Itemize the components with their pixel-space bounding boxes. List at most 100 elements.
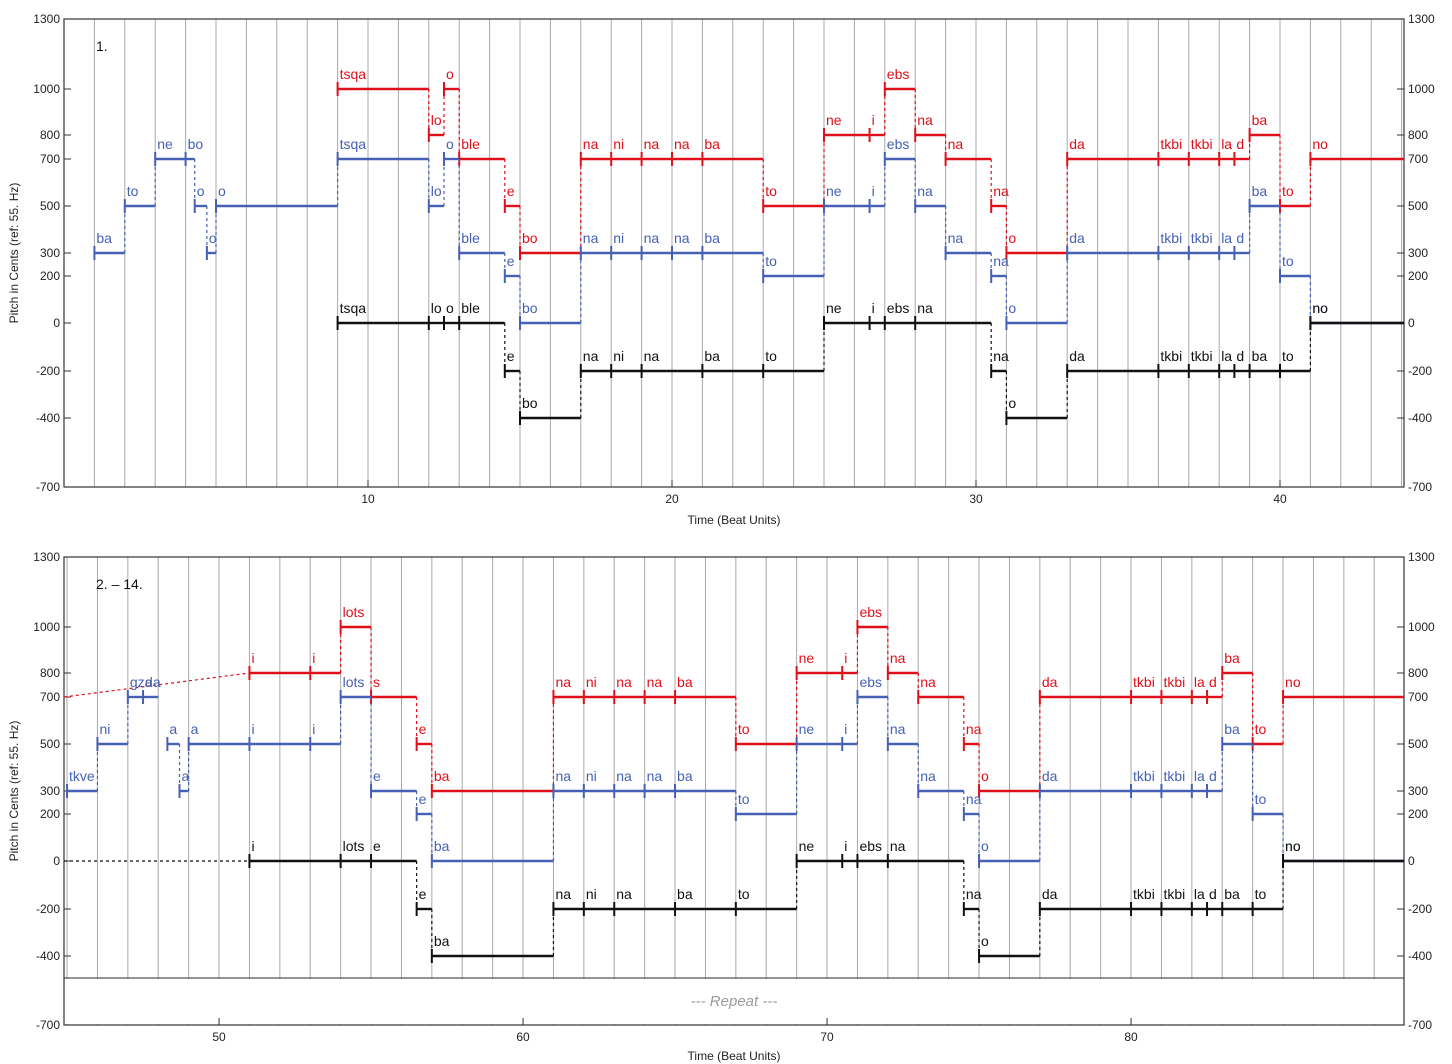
syllable-label: ba bbox=[1252, 112, 1268, 128]
y-tick-label-left: -400 bbox=[36, 949, 60, 963]
syllable-label: ba bbox=[677, 674, 693, 690]
syllable-label: ba bbox=[1224, 721, 1240, 737]
y-tick-label-right: -200 bbox=[1408, 902, 1432, 916]
y-tick-label-left: 500 bbox=[40, 737, 60, 751]
syllable-label: na bbox=[616, 768, 632, 784]
syllable-label: e bbox=[507, 253, 515, 269]
syllable-label: e bbox=[419, 721, 427, 737]
syllable-label: tkbi bbox=[1191, 230, 1213, 246]
syllable-label: d bbox=[1236, 136, 1244, 152]
syllable-label: na bbox=[583, 348, 599, 364]
chart-panel-2: --- Repeat --- -700 -700 -400 -400 -200 -200 0 0… bbox=[7, 550, 1435, 1063]
syllable-label: no bbox=[1285, 838, 1301, 854]
y-tick-label-left: -400 bbox=[36, 411, 60, 425]
syllable-label: na bbox=[616, 886, 632, 902]
syllable-label: o bbox=[209, 230, 217, 246]
syllable-label: ebs bbox=[887, 66, 910, 82]
syllable-label: o bbox=[197, 183, 205, 199]
syllable-label: to bbox=[1255, 791, 1267, 807]
syllable-label: e bbox=[373, 768, 381, 784]
y-tick-label-right: 700 bbox=[1408, 152, 1428, 166]
syllable-label: e bbox=[507, 183, 515, 199]
syllable-label: ni bbox=[586, 674, 597, 690]
syllable-label: ba bbox=[96, 230, 112, 246]
y-axis-title: Pitch in Cents (ref: 55. Hz) bbox=[7, 721, 21, 862]
y-tick-label-left: 1300 bbox=[33, 550, 60, 564]
syllable-label: tkbi bbox=[1163, 768, 1185, 784]
syllable-label: na bbox=[647, 768, 663, 784]
x-tick-label: 10 bbox=[361, 492, 375, 506]
syllable-label: na bbox=[917, 300, 933, 316]
syllable-label: ba bbox=[1252, 183, 1268, 199]
syllable-label: na bbox=[966, 886, 982, 902]
y-tick-label-left: 700 bbox=[40, 152, 60, 166]
y-tick-label-right: 700 bbox=[1408, 690, 1428, 704]
syllable-label: e bbox=[373, 838, 381, 854]
y-tick-label-left: 0 bbox=[53, 316, 60, 330]
y-tick-label-right: 500 bbox=[1408, 737, 1428, 751]
y-tick-label-left: 300 bbox=[40, 246, 60, 260]
syllable-label: na bbox=[674, 136, 690, 152]
syllable-label: la bbox=[1194, 768, 1205, 784]
syllable-label: a bbox=[169, 721, 177, 737]
y-tick-label-left: -700 bbox=[36, 1018, 60, 1032]
syllable-label: tkbi bbox=[1133, 886, 1155, 902]
syllable-label: no bbox=[1285, 674, 1301, 690]
syllable-label: to bbox=[738, 721, 750, 737]
syllable-label: da bbox=[1042, 674, 1058, 690]
syllable-label: na bbox=[583, 230, 599, 246]
y-tick-label-right: -700 bbox=[1408, 480, 1432, 494]
syllable-label: ba bbox=[704, 348, 720, 364]
syllable-label: lots bbox=[343, 674, 365, 690]
syllable-label: to bbox=[1255, 886, 1267, 902]
syllable-label: tkbi bbox=[1160, 230, 1182, 246]
syllable-label: tkbi bbox=[1160, 348, 1182, 364]
syllable-label: ble bbox=[461, 300, 480, 316]
y-tick-label-left: -200 bbox=[36, 364, 60, 378]
syllable-label: ne bbox=[826, 300, 842, 316]
y-tick-label-right: -400 bbox=[1408, 411, 1432, 425]
syllable-label: i bbox=[872, 112, 875, 128]
syllable-label: la bbox=[1221, 230, 1232, 246]
syllable-label: na bbox=[948, 136, 964, 152]
syllable-label: ebs bbox=[859, 674, 882, 690]
syllable-label: o bbox=[446, 136, 454, 152]
syllable-label: la bbox=[1221, 136, 1232, 152]
syllable-label: a bbox=[182, 768, 190, 784]
y-axis-title: Pitch in Cents (ref: 55. Hz) bbox=[7, 183, 21, 324]
syllable-label: ba bbox=[1224, 886, 1240, 902]
syllable-label: na bbox=[644, 348, 660, 364]
syllable-label: o bbox=[981, 838, 989, 854]
syllable-label: na bbox=[555, 886, 571, 902]
x-tick-label: 20 bbox=[665, 492, 679, 506]
syllable-label: na bbox=[948, 230, 964, 246]
syllable-label: na bbox=[920, 674, 936, 690]
syllable-label: o bbox=[1008, 395, 1016, 411]
y-tick-label-left: 800 bbox=[40, 666, 60, 680]
syllable-label: o bbox=[1008, 300, 1016, 316]
syllable-label: o bbox=[981, 933, 989, 949]
syllable-label: o bbox=[446, 300, 454, 316]
y-tick-label-right: 500 bbox=[1408, 199, 1428, 213]
syllable-label: ni bbox=[613, 348, 624, 364]
syllable-label: i bbox=[312, 721, 315, 737]
y-tick-label-right: -700 bbox=[1408, 1018, 1432, 1032]
syllable-label: na bbox=[616, 674, 632, 690]
y-tick-label-right: 1300 bbox=[1408, 550, 1435, 564]
x-tick-label: 70 bbox=[820, 1030, 834, 1044]
syllable-label: tsqa bbox=[340, 136, 367, 152]
y-tick-label-left: 1000 bbox=[33, 82, 60, 96]
y-tick-label-right: 0 bbox=[1408, 854, 1415, 868]
syllable-label: la bbox=[1194, 886, 1205, 902]
syllable-label: tkbi bbox=[1191, 136, 1213, 152]
y-tick-label-right: 800 bbox=[1408, 666, 1428, 680]
syllable-label: tkbi bbox=[1160, 136, 1182, 152]
y-tick-label-right: 800 bbox=[1408, 128, 1428, 142]
syllable-label: ble bbox=[461, 136, 480, 152]
syllable-label: na bbox=[993, 348, 1009, 364]
syllable-label: ba bbox=[677, 768, 693, 784]
syllable-label: ebs bbox=[859, 604, 882, 620]
syllable-label: na bbox=[966, 791, 982, 807]
